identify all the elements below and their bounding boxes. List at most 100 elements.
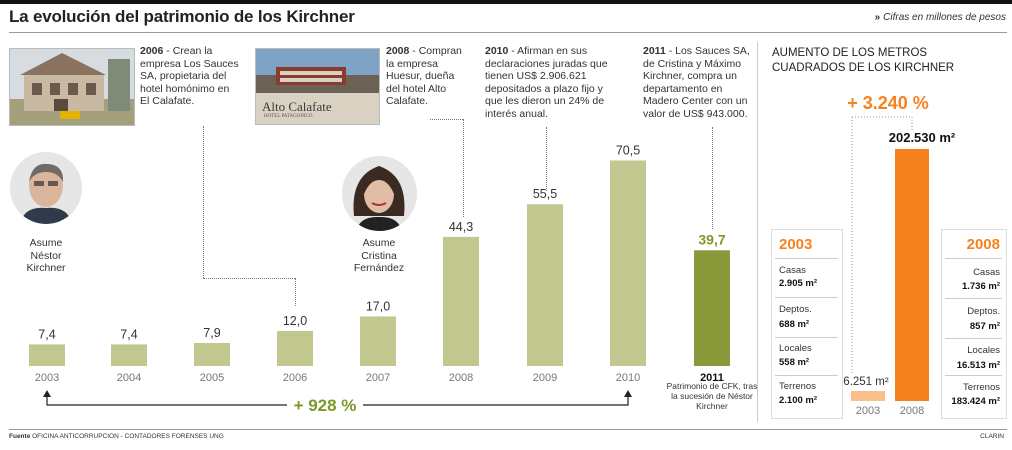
- event-2011: 2011 - Los Sauces SA, de Cristina y Máxi…: [643, 45, 756, 120]
- breakdown-2003-label: Casas: [779, 265, 806, 276]
- breakdown-2008-label: Locales: [967, 345, 1000, 356]
- breakdown-2008-label: Deptos.: [967, 306, 1000, 317]
- cristina-fernandez-portrait: [342, 156, 417, 231]
- leader-2006-h: [203, 278, 295, 279]
- bar-2008: [443, 236, 479, 366]
- caption-cristina-fernandez: Asume Cristina Fernández: [353, 237, 405, 274]
- top-rule: [0, 0, 1012, 4]
- source-text: OFICINA ANTICORRUPCION - CONTADORES FORE…: [32, 433, 224, 440]
- hotel-illustration: [256, 49, 379, 124]
- divider: [945, 298, 1002, 299]
- x-tick-2007: 2007: [366, 372, 390, 384]
- arrow-up-icon: [43, 390, 51, 397]
- m2-value-label-2003: 6.251 m²: [843, 376, 889, 388]
- x-tick-2009: 2009: [533, 372, 557, 384]
- caption-nestor-kirchner: Asume Néstor Kirchner: [26, 237, 66, 274]
- breakdown-2008-value: 183.424 m²: [951, 396, 1000, 407]
- breakdown-2008-year: 2008: [966, 236, 1000, 253]
- arrow-up-icon: [624, 390, 632, 397]
- house-illustration: [10, 49, 134, 125]
- nestor-kirchner-portrait: [10, 152, 82, 224]
- bar-2005: [194, 342, 230, 366]
- breakdown-2008-label: Terrenos: [963, 382, 1000, 393]
- bar-2004: [111, 344, 147, 366]
- breakdown-2008-box: 2008 Casas 1.736 m² Deptos. 857 m² Local…: [941, 229, 1007, 419]
- value-label-2010: 70,5: [616, 143, 640, 157]
- value-label-2011: 39,7: [698, 231, 725, 247]
- title-rule: [9, 32, 1007, 33]
- patrimonio-bar-chart: 7,4 2003 7,4 2004 7,9 2005 12,0 2006 17,0 2007 44,…: [29, 143, 730, 415]
- m2-connector: [852, 116, 913, 130]
- x-tick-2004: 2004: [117, 372, 141, 384]
- leader-2006-v1: [203, 126, 204, 278]
- breakdown-2003-year: 2003: [779, 236, 813, 253]
- bar-2006: [277, 331, 313, 366]
- divider: [945, 258, 1002, 259]
- leader-2008-h: [430, 119, 463, 120]
- event-2008: 2008 - Compran la empresa Huesur, dueña …: [386, 45, 466, 108]
- x-tick-2010: 2010: [616, 372, 640, 384]
- bar-2003: [29, 344, 65, 366]
- m2-bar-2003: [851, 391, 885, 401]
- cfk-caption: Patrimonio de CFK, tras la sucesión de N…: [666, 381, 758, 411]
- chart-subtitle: » Cifras en millones de pesos: [875, 12, 1006, 23]
- breakdown-2003-label: Deptos.: [779, 304, 812, 315]
- breakdown-2003-label: Locales: [779, 343, 812, 354]
- m2-value-label-2008: 202.530 m²: [889, 130, 956, 145]
- bar-2009: [527, 204, 563, 366]
- divider: [945, 338, 1002, 339]
- breakdown-2003-value: 688 m²: [779, 319, 810, 330]
- m2-x-tick-2008: 2008: [900, 405, 924, 417]
- x-tick-2011: 2011: [700, 372, 724, 384]
- value-label-2005: 7,9: [203, 326, 220, 340]
- event-2011-text: - Los Sauces SA, de Cristina y Máximo Ki…: [643, 45, 750, 120]
- m2-growth-label: + 3.240 %: [847, 93, 929, 113]
- divider: [945, 375, 1002, 376]
- hotel-sign-subtitle: HOTEL PATAGONICO: [264, 114, 313, 119]
- brand-credit: CLARIN: [980, 433, 1004, 440]
- section-divider: [757, 42, 758, 422]
- breakdown-2008-label: Casas: [973, 267, 1000, 278]
- chart-title: La evolución del patrimonio de los Kirch…: [9, 7, 355, 26]
- event-2008-text: - Compran la empresa Huesur, dueña del h…: [386, 45, 462, 107]
- x-tick-2008: 2008: [449, 372, 473, 384]
- value-label-2006: 12,0: [283, 314, 307, 328]
- breakdown-2003-box: 2003 Casas 2.905 m² Deptos. 688 m² Local…: [771, 229, 843, 419]
- breakdown-2003-label: Terrenos: [779, 381, 816, 392]
- event-2006-text: - Crean la empresa Los Sauces SA, propie…: [140, 45, 239, 107]
- x-tick-2005: 2005: [200, 372, 224, 384]
- double-chevron-icon: »: [874, 12, 881, 23]
- leader-2010-v: [546, 127, 547, 191]
- divider: [775, 375, 838, 376]
- bar-2010: [610, 160, 646, 366]
- breakdown-2003-value: 558 m²: [779, 357, 810, 368]
- event-2008-year: 2008: [386, 45, 410, 57]
- alto-calafate-photo: Alto Calafate HOTEL PATAGONICO: [255, 48, 380, 125]
- value-label-2004: 7,4: [120, 327, 137, 341]
- m2-chart-title: AUMENTO DE LOS METROS CUADRADOS DE LOS K…: [772, 47, 955, 74]
- breakdown-2008-value: 857 m²: [969, 321, 1000, 332]
- divider: [775, 297, 838, 298]
- value-label-2008: 44,3: [449, 220, 473, 234]
- los-sauces-photo: [9, 48, 135, 126]
- x-tick-2006: 2006: [283, 372, 307, 384]
- growth-label-bg: [287, 395, 363, 415]
- x-tick-2003: 2003: [35, 372, 59, 384]
- m2-bar-2008: [895, 149, 929, 401]
- divider: [775, 337, 838, 338]
- value-label-2003: 7,4: [38, 327, 55, 341]
- bar-2011: [694, 250, 730, 366]
- divider: [775, 258, 838, 259]
- growth-label: + 928 %: [294, 396, 357, 415]
- source-note: Fuente OFICINA ANTICORRUPCION - CONTADOR…: [9, 433, 224, 440]
- event-2011-year: 2011: [643, 45, 666, 57]
- value-label-2007: 17,0: [366, 299, 390, 313]
- portrait-nk-icon: [10, 152, 82, 224]
- breakdown-2003-value: 2.100 m²: [779, 395, 818, 406]
- leader-2008-v: [463, 119, 464, 217]
- unit-note: Cifras en millones de pesos: [883, 12, 1006, 23]
- portrait-cfk-icon: [342, 156, 417, 231]
- event-2010: 2010 - Afirman en sus declaraciones jura…: [485, 45, 610, 120]
- leader-2011-v: [712, 127, 713, 229]
- bar-2007: [360, 316, 396, 366]
